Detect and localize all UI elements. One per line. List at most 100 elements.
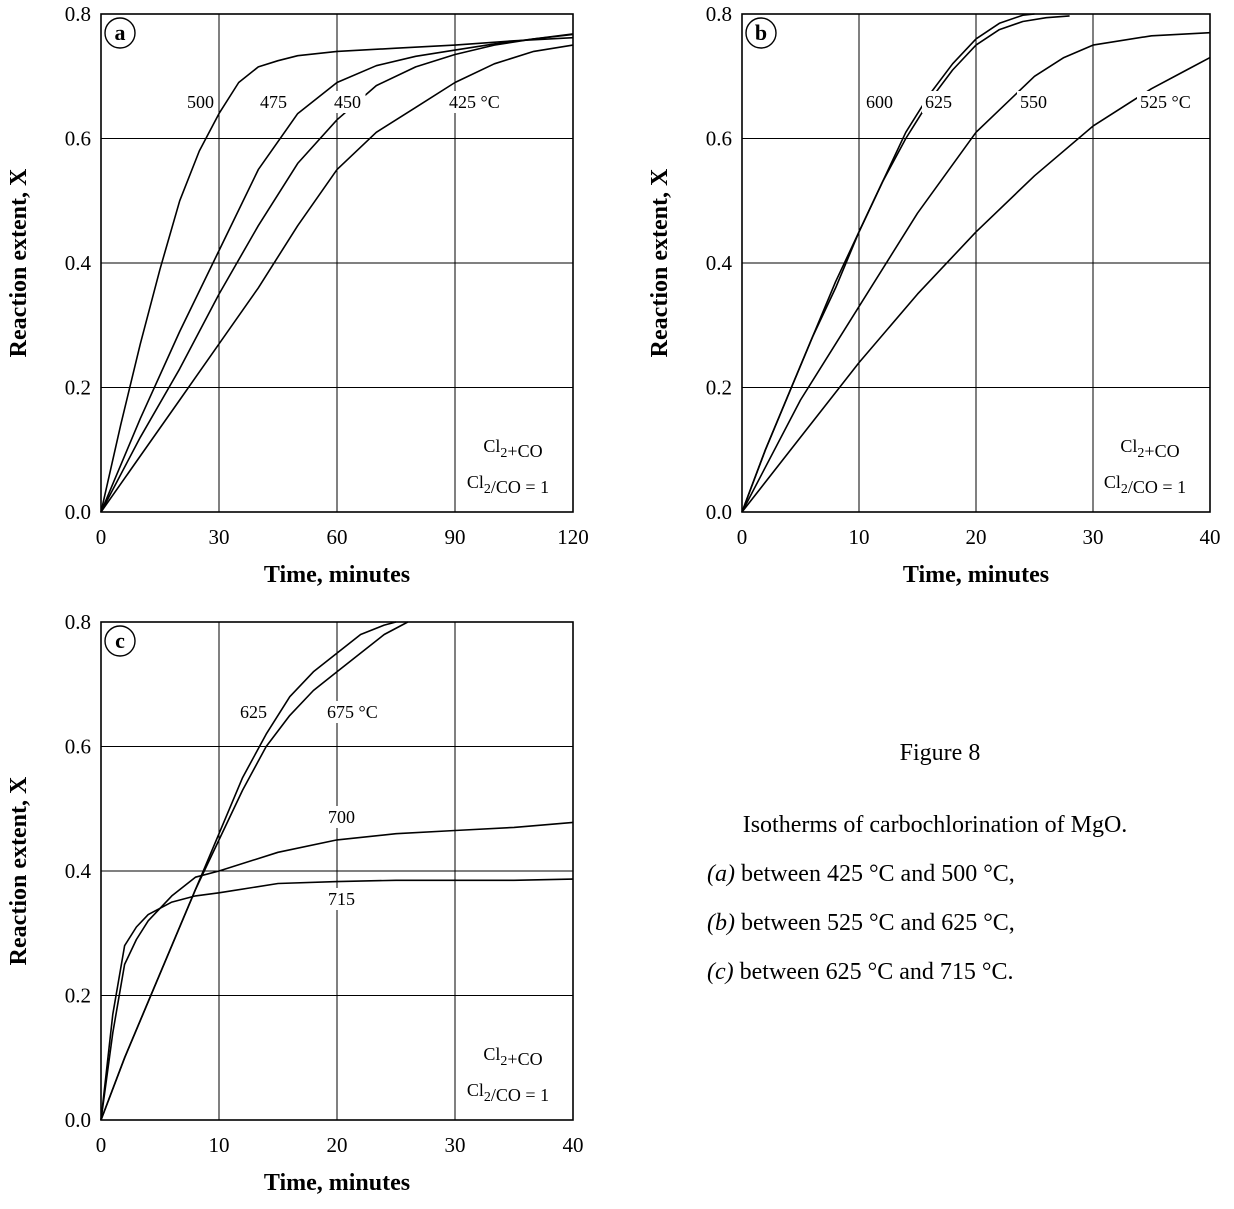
series-label: 450 [334,92,361,112]
y-tick-label: 0.8 [65,2,91,26]
caption-title: Figure 8 [899,740,981,766]
x-axis-label: Time, minutes [903,562,1049,588]
y-axis-label: Reaction extent, X [6,776,32,965]
series-line-3 [100,33,574,513]
y-tick-label: 0.4 [65,251,92,275]
x-tick-label: 60 [327,525,348,549]
y-tick-label: 0.2 [65,984,91,1008]
series-label-bg [922,91,957,113]
series-label: 600 [866,92,893,112]
series-label: 425 °C [449,92,500,112]
x-tick-label: 90 [445,525,466,549]
caption-item-a: (a) between 425 °C and 500 °C, [655,861,1215,888]
x-tick-label: 30 [445,1133,466,1157]
y-tick-label: 0.2 [65,376,91,400]
panel-letter: c [115,628,125,653]
panel-letter-circle [104,625,136,657]
series-line-2 [100,621,409,1121]
series-label-bg [325,888,360,910]
series-label-bg [331,91,366,113]
condition-text-gas: Cl2+CO [1120,436,1179,461]
condition-text-ratio: Cl2/CO = 1 [467,472,549,497]
figure-caption: Figure 8 Isotherms of carbochlorination … [655,740,1215,1008]
x-tick-label: 20 [966,525,987,549]
y-tick-label: 0.6 [65,735,91,759]
series-label: 525 °C [1140,92,1191,112]
chart-panel-a: 0 30 60 90 120 0.0 0.2 0.4 0.6 0.8 Time, minutes Re… [6,2,589,588]
condition-text-ratio: Cl2/CO = 1 [1104,472,1186,497]
y-axis-label: Reaction extent, X [6,168,32,357]
x-tick-label: 30 [209,525,230,549]
panel-letter: a [115,20,126,45]
series-label: 715 [328,889,355,909]
y-tick-label: 0.8 [706,2,732,26]
caption-item-label: (a) [707,861,735,887]
panel-letter-circle [745,17,777,49]
x-tick-label: 10 [849,525,870,549]
y-tick-label: 0.6 [706,127,732,151]
series-label: 625 [925,92,952,112]
chart-panel-c: 0 10 20 30 40 0.0 0.2 0.4 0.6 0.8 Time, minutes Rea… [6,610,584,1196]
plot-frame [100,13,574,513]
caption-item-b: (b) between 525 °C and 625 °C, [655,910,1215,937]
series-label-bg [257,91,292,113]
caption-item-label: (c) [707,959,734,985]
x-axis-label: Time, minutes [264,1170,410,1196]
y-tick-label: 0.0 [706,500,732,524]
plot-frame [741,13,1211,513]
y-tick-label: 0.0 [65,1108,91,1132]
condition-text-ratio: Cl2/CO = 1 [467,1080,549,1105]
series-line-2 [100,33,574,513]
series-label-bg [324,701,387,723]
caption-item-label: (b) [707,910,735,936]
panel-letter: b [755,20,767,45]
panel-letter-circle [104,17,136,49]
x-tick-label: 120 [557,525,589,549]
condition-text-gas: Cl2+CO [483,436,542,461]
series-label: 675 °C [327,702,378,722]
series-label: 550 [1020,92,1047,112]
series-label: 475 [260,92,287,112]
y-tick-label: 0.4 [65,859,92,883]
y-tick-label: 0.0 [65,500,91,524]
y-tick-label: 0.2 [706,376,732,400]
x-tick-label: 20 [327,1133,348,1157]
condition-text-gas: Cl2+CO [483,1044,542,1069]
plot-frame [100,621,574,1121]
y-tick-label: 0.4 [706,251,733,275]
caption-subtitle: Isotherms of carbochlorination of MgO. [742,812,1128,838]
y-tick-label: 0.8 [65,610,91,634]
x-tick-label: 0 [737,525,748,549]
series-label-bg [1137,91,1200,113]
caption-item-c: (c) between 625 °C and 715 °C. [655,959,1215,986]
x-tick-label: 40 [1200,525,1221,549]
y-tick-label: 0.6 [65,127,91,151]
series-line-3 [100,821,574,1121]
caption-item-text: between 525 °C and 625 °C, [740,910,1015,936]
x-tick-label: 40 [563,1133,584,1157]
x-tick-label: 10 [209,1133,230,1157]
series-line-4 [100,44,574,513]
x-tick-label: 30 [1083,525,1104,549]
series-line-2 [741,15,1070,513]
series-label-bg [184,91,219,113]
series-label: 500 [187,92,214,112]
x-tick-label: 0 [96,1133,107,1157]
series-line-3 [741,31,1211,513]
series-label: 625 [240,702,267,722]
series-label-bg [1017,91,1052,113]
x-tick-label: 0 [96,525,107,549]
caption-item-text: between 425 °C and 500 °C, [740,861,1015,887]
series-label: 700 [328,807,355,827]
caption-item-text: between 625 °C and 715 °C. [739,959,1014,985]
series-line-1 [100,36,574,513]
series-label-bg [446,91,509,113]
series-label-bg [325,806,360,828]
series-label-bg [237,701,272,723]
series-line-4 [100,878,574,1121]
series-label-bg [863,91,898,113]
y-axis-label: Reaction extent, X [647,168,673,357]
series-line-4 [741,56,1211,513]
chart-panel-b: 0 10 20 30 40 0.0 0.2 0.4 0.6 0.8 Time, minutes Rea… [647,2,1221,588]
